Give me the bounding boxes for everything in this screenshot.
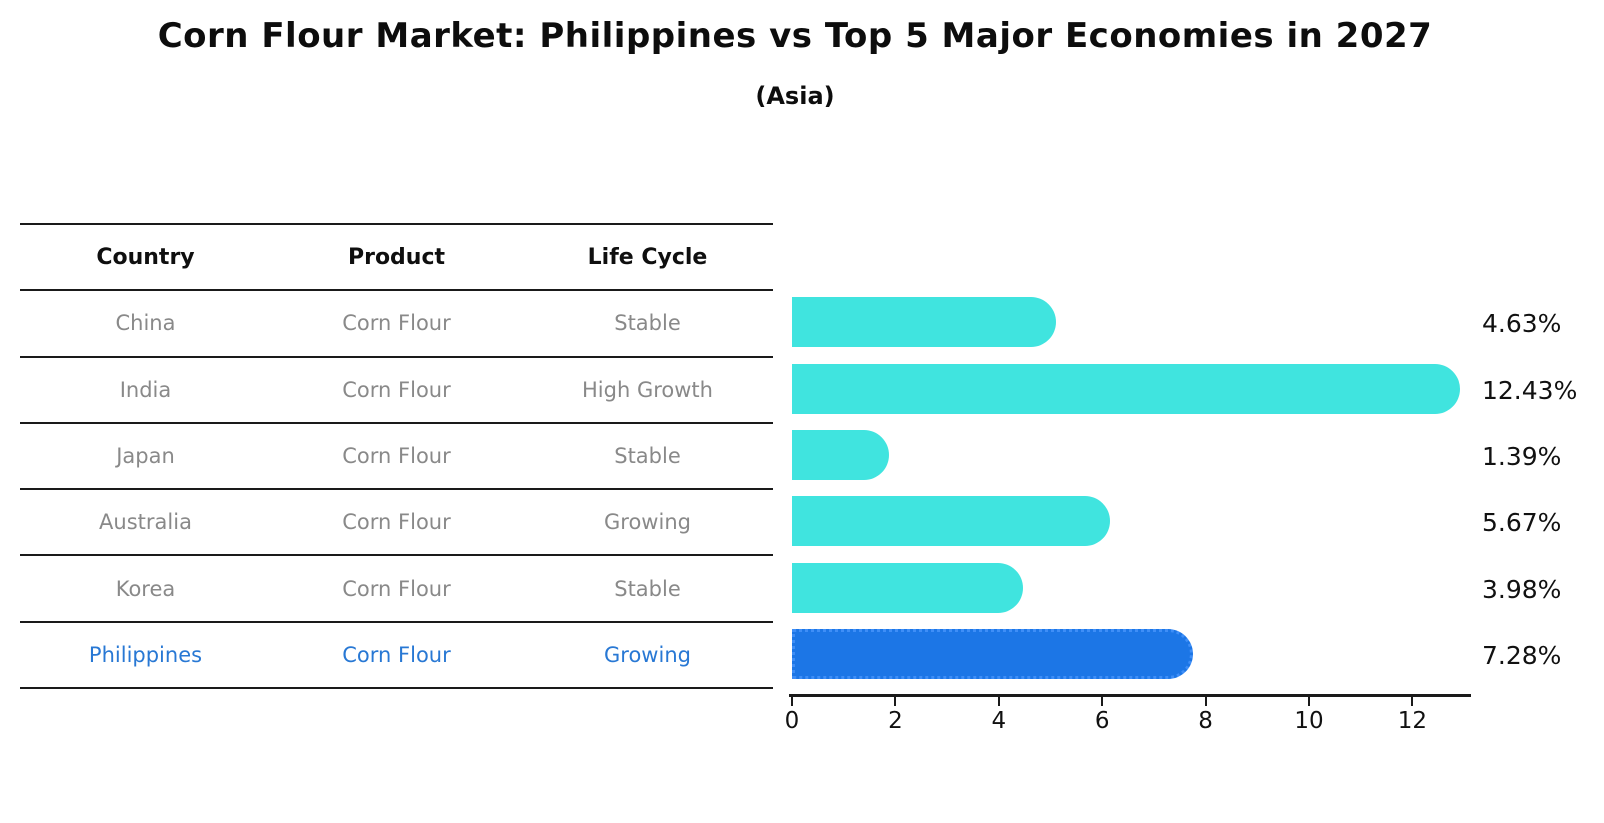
x-axis-tick-label: 0 [784,708,800,734]
table-cell-country: Australia [99,510,192,535]
bar-value-label: 7.28% [1482,640,1562,670]
x-axis-tick-label: 4 [991,708,1007,734]
x-axis-tick [1308,697,1310,706]
table-row-philippines: Philippines Corn Flour Growing [20,623,773,690]
chart-title: Corn Flour Market: Philippines vs Top 5 … [157,16,1433,56]
bar-philippines [792,628,1194,679]
table-cell-life-cycle: Growing [604,642,691,667]
table-header-cell: Life Cycle [587,244,708,270]
table-row-australia: Australia Corn Flour Growing [20,490,773,557]
x-axis-tick [894,697,897,706]
bar-value-label: 1.39% [1482,442,1562,471]
table-row-india: India Corn Flour High Growth [20,358,773,424]
table-cell-country: Korea [115,576,176,601]
x-axis-line [789,694,1471,697]
table-cell-product: Corn Flour [342,444,451,469]
x-axis-tick-label: 6 [1094,708,1110,734]
chart-subtitle: (Asia) [755,82,835,110]
bar-india [792,363,1460,414]
table-header-cell: Product [347,244,446,270]
table-header-row: Country Product Life Cycle [20,225,773,292]
bar-china [792,297,1057,348]
table-cell-product: Corn Flour [342,576,451,601]
x-axis-tick [791,697,793,706]
bar-value-label: 4.63% [1482,309,1562,339]
table-cell-life-cycle: High Growth [582,377,713,402]
bar-value-label: 3.98% [1482,574,1562,604]
table-cell-product: Corn Flour [342,510,451,535]
x-axis-tick [1411,697,1414,706]
table-cell-country: Japan [116,444,175,469]
table-cell-country: India [119,377,172,402]
x-axis-tick-label: 10 [1294,708,1324,734]
table-cell-life-cycle: Stable [614,576,681,601]
table-cell-country: Philippines [88,642,203,667]
x-axis-tick [1204,697,1207,706]
bar-value-label: 5.67% [1482,508,1562,538]
table-cell-product: Corn Flour [342,377,451,402]
table-cell-country: China [115,311,176,336]
x-axis-tick-label: 12 [1397,708,1428,734]
table-row-china: China Corn Flour Stable [20,291,773,358]
table-row-japan: Japan Corn Flour Stable [20,424,773,491]
table-header-cell: Country [96,244,195,270]
bar-japan [792,430,889,480]
table-cell-life-cycle: Growing [604,510,691,535]
table-cell-life-cycle: Stable [614,311,681,336]
table-cell-life-cycle: Stable [614,444,681,469]
x-axis-tick [997,697,1000,706]
x-axis-tick-label: 2 [888,708,903,734]
country-table: Country Product Life Cycle China Corn Flour… [20,223,773,690]
bar-korea [792,562,1023,613]
table-cell-product: Corn Flour [342,642,451,667]
x-axis-tick-label: 8 [1198,708,1213,734]
bar-value-label: 12.43% [1482,375,1578,405]
table-cell-product: Corn Flour [342,311,451,336]
table-row-korea: Korea Corn Flour Stable [20,556,773,623]
bar-australia [792,496,1111,547]
x-axis-tick [1101,697,1104,706]
